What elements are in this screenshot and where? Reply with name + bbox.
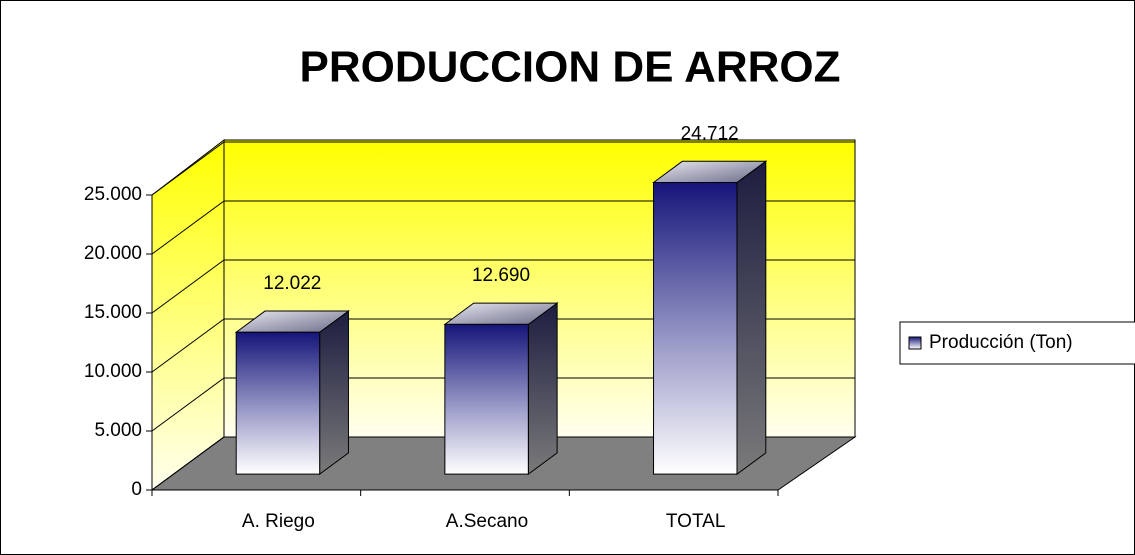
chart-title: PRODUCCION DE ARROZ [299, 43, 840, 92]
grid-line [151, 259, 855, 314]
x-tick-label: A.Secano [446, 511, 528, 532]
bar-side [736, 160, 767, 476]
bar-side [527, 302, 558, 476]
y-tick-label: 25.000 [84, 184, 142, 205]
bar [653, 181, 738, 475]
value-label: 12.690 [472, 265, 530, 286]
grid-line [151, 436, 855, 491]
legend [899, 321, 1135, 365]
bar [235, 331, 321, 475]
y-tick-label: 15.000 [84, 302, 142, 323]
x-tick-label: A. Riego [242, 511, 315, 532]
grid-line [151, 377, 855, 432]
grid-line [151, 318, 855, 373]
value-label: 24.712 [681, 123, 739, 144]
x-tick-label: TOTAL [666, 511, 725, 532]
y-tick-label: 10.000 [84, 361, 142, 382]
y-tick-label: 5.000 [94, 420, 142, 441]
y-tick-label: 0 [131, 479, 142, 500]
grid-line [151, 200, 855, 255]
value-label: 12.022 [263, 273, 321, 294]
legend-label: Producción (Ton) [929, 332, 1073, 353]
grid-line [151, 141, 855, 196]
bar-side [319, 310, 349, 476]
side-wall [151, 138, 225, 491]
legend-key [908, 336, 922, 350]
y-tick-label: 20.000 [84, 243, 142, 264]
bar [444, 323, 529, 475]
